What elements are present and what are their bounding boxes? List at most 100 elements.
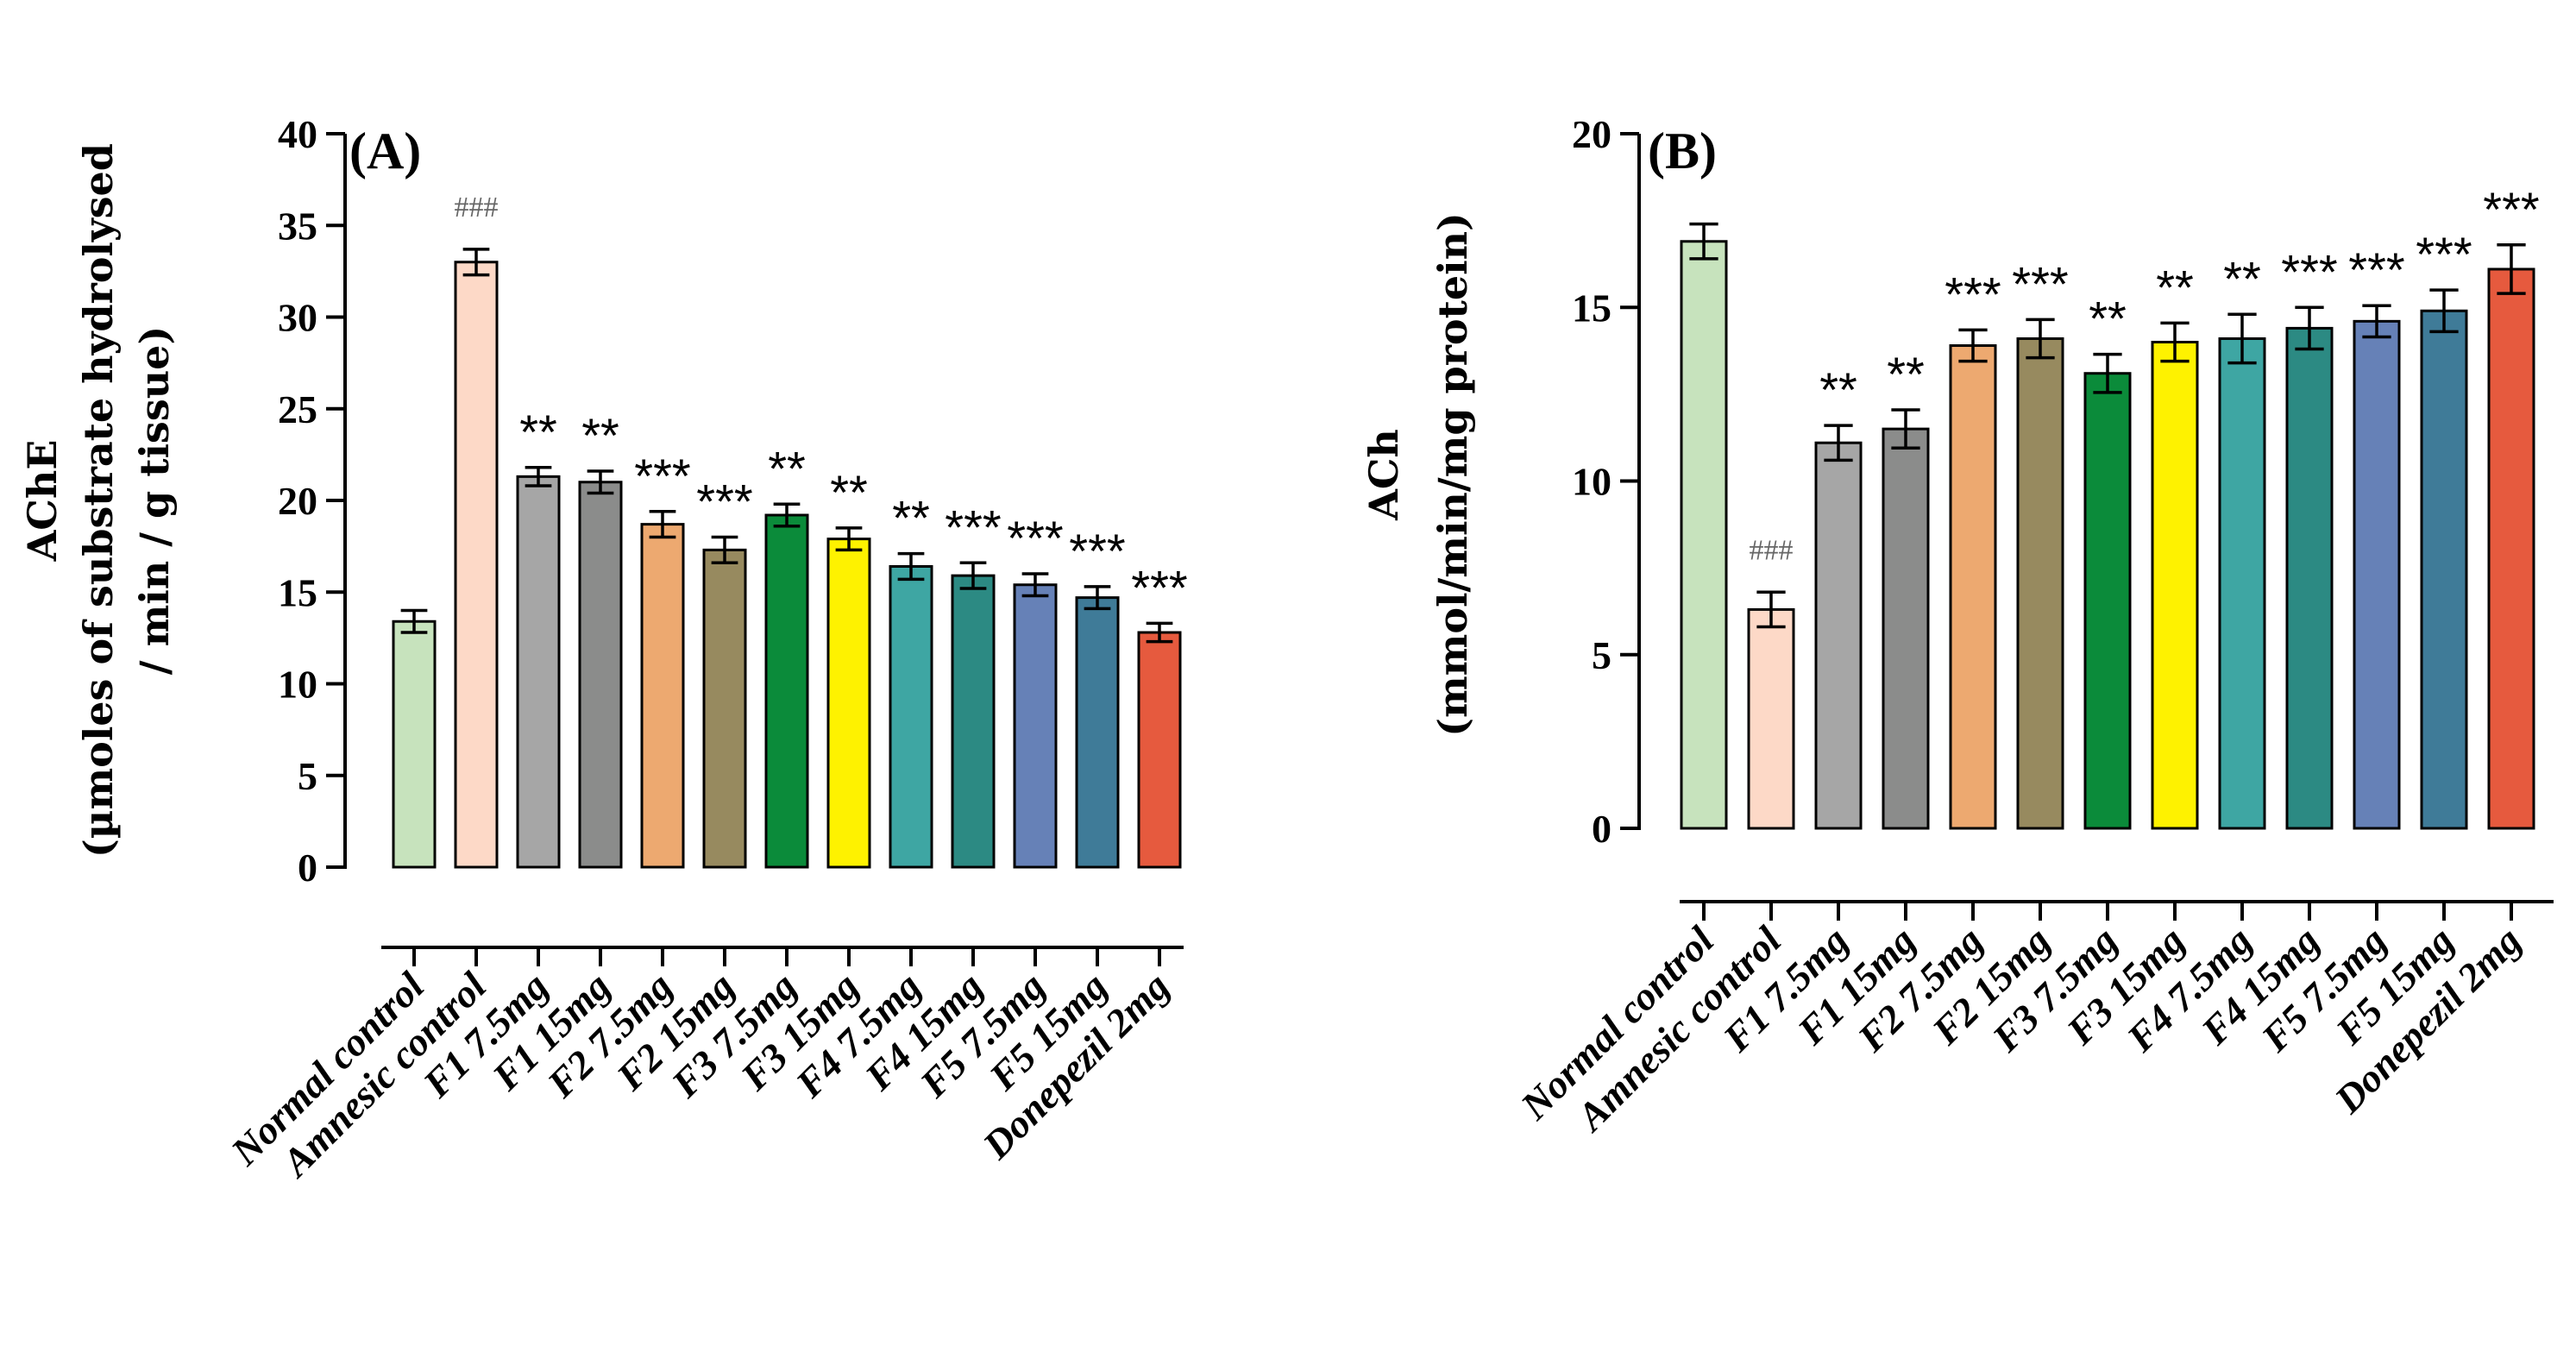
error-bar-a-10 bbox=[1021, 572, 1049, 598]
bar-b-12 bbox=[2487, 267, 2535, 830]
error-bar-a-7 bbox=[835, 526, 863, 552]
bar-a-5 bbox=[702, 548, 747, 869]
bar-a-11 bbox=[1075, 596, 1120, 869]
significance-label-a-11: *** bbox=[1069, 524, 1125, 578]
y-tick-label-a-5: 25 bbox=[278, 387, 317, 431]
error-bar-b-0 bbox=[1689, 222, 1718, 261]
significance-label-b-11: *** bbox=[2416, 227, 2472, 281]
error-bar-b-5 bbox=[2026, 318, 2055, 360]
bar-b-10 bbox=[2353, 319, 2401, 830]
bar-a-0 bbox=[392, 620, 437, 869]
bar-a-2 bbox=[516, 475, 561, 869]
y-axis-title-b-line-0: ACh bbox=[1360, 429, 1407, 521]
y-axis-title-b-line-1: (mmol/min/mg protein) bbox=[1429, 212, 1476, 737]
error-bar-b-8 bbox=[2227, 312, 2257, 365]
significance-label-b-12: *** bbox=[2483, 182, 2539, 236]
bar-a-7 bbox=[826, 538, 871, 869]
bar-b-3 bbox=[1882, 427, 1930, 830]
significance-label-a-8: ** bbox=[892, 491, 930, 545]
error-bar-b-11 bbox=[2429, 288, 2459, 334]
bar-a-3 bbox=[578, 481, 623, 869]
significance-label-b-7: ** bbox=[2156, 260, 2194, 314]
error-bar-b-1 bbox=[1756, 590, 1786, 629]
panel-label-a: (A) bbox=[349, 123, 421, 179]
bar-b-0 bbox=[1680, 240, 1728, 830]
y-tick-label-a-1: 5 bbox=[298, 754, 317, 798]
error-bar-b-7 bbox=[2160, 321, 2190, 363]
y-tick-label-a-0: 0 bbox=[298, 846, 317, 890]
bar-a-9 bbox=[951, 574, 996, 869]
y-tick-label-b-4: 20 bbox=[1572, 112, 1612, 156]
bar-b-7 bbox=[2151, 341, 2199, 830]
bar-b-11 bbox=[2420, 309, 2468, 830]
significance-label-a-3: ** bbox=[581, 408, 619, 462]
bar-a-6 bbox=[764, 513, 809, 869]
significance-label-b-4: *** bbox=[1945, 267, 2001, 321]
panel-label-b: (B) bbox=[1648, 123, 1717, 179]
significance-label-b-3: ** bbox=[1887, 347, 1925, 401]
error-bar-a-11 bbox=[1084, 585, 1111, 611]
bar-b-2 bbox=[1814, 441, 1863, 830]
bar-b-1 bbox=[1747, 607, 1795, 830]
error-bar-b-10 bbox=[2362, 304, 2391, 339]
error-bar-a-5 bbox=[711, 535, 738, 564]
significance-label-b-1: ### bbox=[1750, 534, 1794, 566]
y-tick-label-a-2: 10 bbox=[278, 663, 317, 707]
error-bar-b-4 bbox=[1958, 328, 1988, 363]
significance-label-b-2: ** bbox=[1819, 362, 1857, 417]
bar-b-6 bbox=[2083, 372, 2132, 830]
significance-label-a-6: ** bbox=[768, 441, 806, 495]
bar-b-9 bbox=[2285, 326, 2334, 830]
significance-label-a-2: ** bbox=[519, 405, 557, 459]
bar-b-4 bbox=[1949, 344, 1997, 830]
y-tick-label-a-3: 15 bbox=[278, 570, 317, 614]
y-tick-label-b-3: 15 bbox=[1572, 286, 1612, 330]
error-bar-a-3 bbox=[587, 469, 614, 495]
error-bar-a-0 bbox=[400, 608, 428, 634]
error-bar-a-2 bbox=[525, 466, 552, 487]
significance-label-a-7: ** bbox=[830, 465, 868, 519]
y-tick-label-a-4: 20 bbox=[278, 479, 317, 523]
y-axis-title-a-line-1: (µmoles of substrate hydrolysed bbox=[75, 143, 122, 858]
y-axis-title-a-line-2: / min / g tissue) bbox=[131, 326, 178, 675]
error-bar-a-8 bbox=[897, 551, 925, 582]
significance-label-b-6: ** bbox=[2089, 292, 2127, 346]
error-bar-b-6 bbox=[2093, 352, 2122, 394]
y-tick-label-b-1: 5 bbox=[1592, 633, 1612, 677]
error-bar-a-9 bbox=[959, 561, 987, 590]
error-bar-a-1 bbox=[462, 248, 490, 277]
significance-label-b-9: *** bbox=[2281, 244, 2337, 299]
significance-label-b-5: *** bbox=[2012, 256, 2068, 311]
y-tick-label-a-8: 40 bbox=[278, 112, 317, 156]
significance-label-a-4: *** bbox=[634, 449, 690, 503]
error-bar-b-9 bbox=[2295, 305, 2324, 351]
y-axis-title-a-line-0: AChE bbox=[19, 440, 66, 563]
y-tick-label-a-7: 35 bbox=[278, 204, 317, 248]
error-bar-a-4 bbox=[649, 510, 676, 539]
error-bar-a-6 bbox=[773, 502, 801, 528]
significance-label-a-10: *** bbox=[1007, 511, 1063, 565]
bar-b-5 bbox=[2016, 336, 2064, 830]
significance-label-a-9: *** bbox=[945, 500, 1001, 554]
error-bar-a-12 bbox=[1146, 621, 1173, 644]
chart-panel-a: 0 5 10 15 20 25 30 35 40 (A) AChE (µmoles of substr… bbox=[19, 112, 1188, 1186]
significance-label-b-10: *** bbox=[2348, 242, 2404, 297]
significance-label-a-1: ### bbox=[455, 192, 499, 223]
bar-a-8 bbox=[889, 565, 933, 869]
bar-b-8 bbox=[2218, 336, 2266, 830]
y-tick-label-b-0: 0 bbox=[1592, 807, 1612, 851]
significance-label-a-12: *** bbox=[1131, 560, 1187, 614]
bar-a-1 bbox=[454, 261, 499, 869]
y-tick-label-a-6: 30 bbox=[278, 296, 317, 340]
bar-a-10 bbox=[1013, 583, 1058, 869]
bar-a-12 bbox=[1137, 631, 1182, 869]
error-bar-b-12 bbox=[2497, 243, 2526, 295]
significance-label-b-8: ** bbox=[2223, 251, 2261, 305]
bar-a-4 bbox=[640, 523, 685, 869]
error-bar-b-3 bbox=[1891, 408, 1920, 450]
significance-label-a-5: *** bbox=[696, 475, 752, 529]
y-tick-label-b-2: 10 bbox=[1572, 460, 1612, 504]
error-bar-b-2 bbox=[1824, 424, 1853, 462]
